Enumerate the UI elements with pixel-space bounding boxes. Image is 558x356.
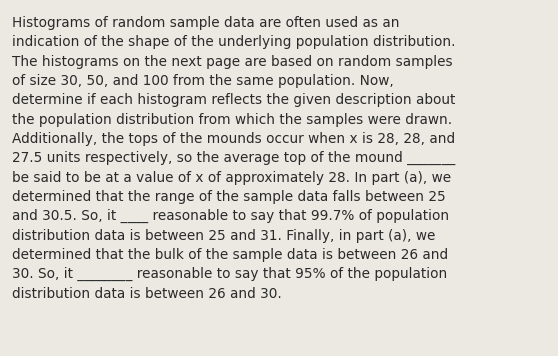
Text: Histograms of random sample data are often used as an: Histograms of random sample data are oft…	[12, 16, 400, 30]
Text: indication of the shape of the underlying population distribution.: indication of the shape of the underlyin…	[12, 35, 456, 49]
Text: determined that the range of the sample data falls between 25: determined that the range of the sample …	[12, 190, 446, 204]
Text: be said to be at a value of x of approximately 28. In part (a), we: be said to be at a value of x of approxi…	[12, 171, 451, 185]
Text: determined that the bulk of the sample data is between 26 and: determined that the bulk of the sample d…	[12, 248, 449, 262]
Text: 30. So, it ________ reasonable to say that 95% of the population: 30. So, it ________ reasonable to say th…	[12, 267, 448, 282]
Text: the population distribution from which the samples were drawn.: the population distribution from which t…	[12, 112, 453, 127]
Text: and 30.5. So, it ____ reasonable to say that 99.7% of population: and 30.5. So, it ____ reasonable to say …	[12, 209, 449, 224]
Text: distribution data is between 25 and 31. Finally, in part (a), we: distribution data is between 25 and 31. …	[12, 229, 436, 243]
Text: The histograms on the next page are based on random samples: The histograms on the next page are base…	[12, 55, 453, 69]
Text: of size 30, 50, and 100 from the same population. Now,: of size 30, 50, and 100 from the same po…	[12, 74, 394, 88]
Text: determine if each histogram reflects the given description about: determine if each histogram reflects the…	[12, 93, 456, 107]
Text: Additionally, the tops of the mounds occur when x is 28, 28, and: Additionally, the tops of the mounds occ…	[12, 132, 455, 146]
Text: distribution data is between 26 and 30.: distribution data is between 26 and 30.	[12, 287, 282, 300]
Text: 27.5 units respectively, so the average top of the mound _______: 27.5 units respectively, so the average …	[12, 151, 455, 166]
